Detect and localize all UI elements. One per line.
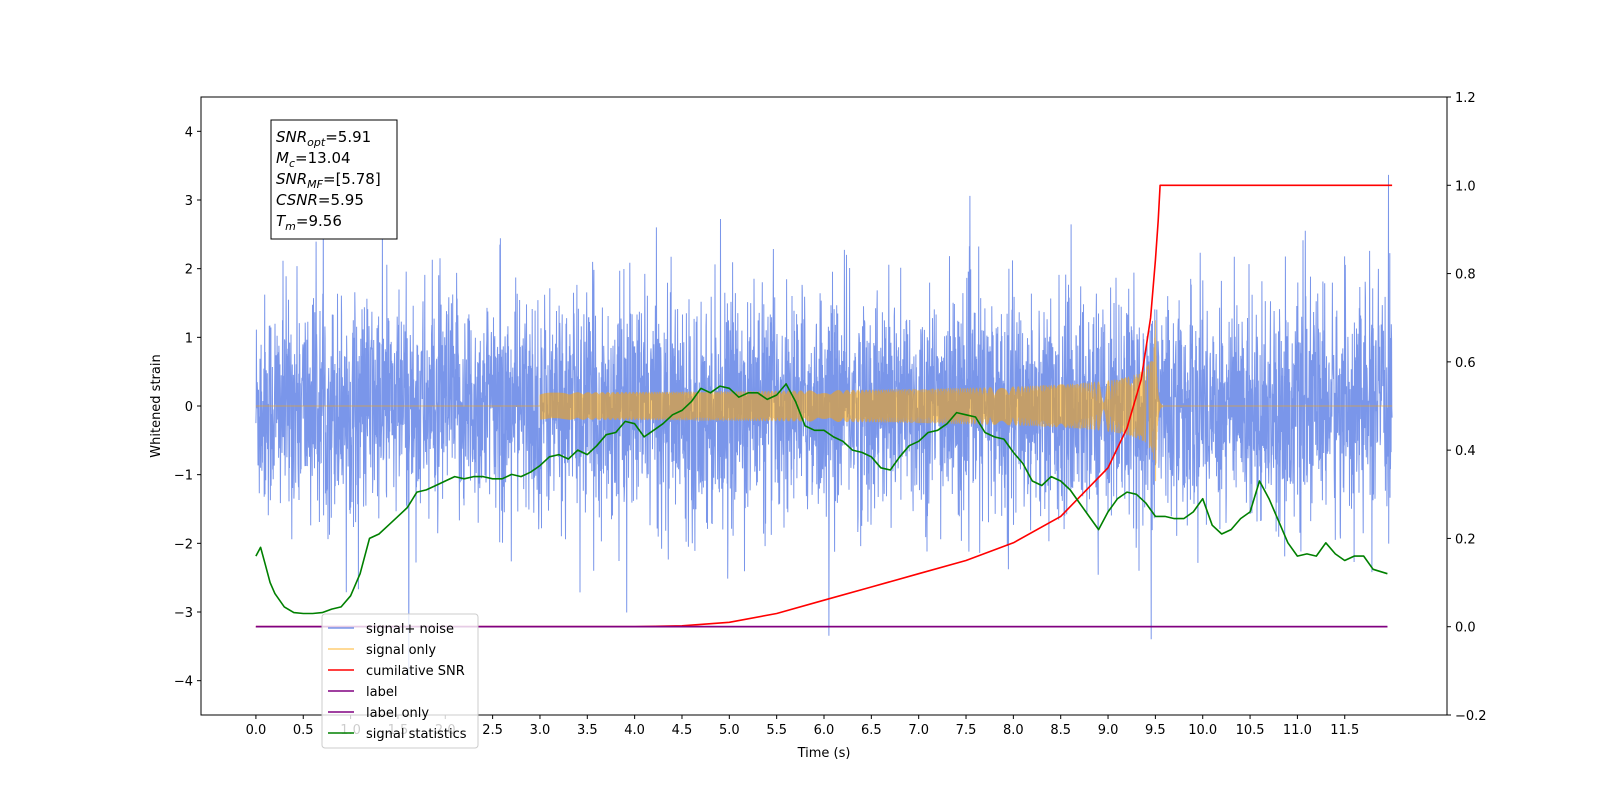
y-tick-label: −1 <box>174 469 193 484</box>
x-tick-label: 4.0 <box>624 723 645 738</box>
y2-tick-label: 1.2 <box>1455 91 1476 106</box>
x-tick-label: 0.5 <box>293 723 314 738</box>
legend: signal+ noise signal only cumilative SNR la… <box>321 613 479 749</box>
x-tick-label: 11.5 <box>1330 723 1359 738</box>
legend-entry-label: signal+ noise <box>366 622 454 637</box>
stats-variable: SNR <box>276 170 307 188</box>
y2-tick-label: −0.2 <box>1455 709 1487 724</box>
x-tick-label: 4.5 <box>672 723 693 738</box>
series-line-signal-noise <box>255 174 1393 681</box>
y-tick-label: 0 <box>185 400 193 415</box>
y-tick-label: −4 <box>174 675 193 690</box>
y-tick-label: 2 <box>185 263 193 278</box>
y-tick-label: −2 <box>174 537 193 552</box>
stats-variable: M <box>276 149 289 167</box>
y-tick-label: 4 <box>185 125 193 140</box>
stats-box-frame <box>270 119 398 240</box>
legend-entry-label: cumilative SNR <box>366 664 465 679</box>
x-tick-label: 10.0 <box>1188 723 1217 738</box>
stats-variable: SNR <box>276 128 307 146</box>
x-tick-label: 3.0 <box>530 723 551 738</box>
stats-subscript: c <box>289 157 295 170</box>
x-tick-label: 11.0 <box>1283 723 1312 738</box>
series-line-cumilative-snr <box>255 184 1393 628</box>
legend-entry-label: signal only <box>366 643 436 658</box>
stats-value: =9.56 <box>296 212 342 230</box>
stats-box: SNRopt=5.91Mc=13.04SNRMF=[5.78]CSNR=5.95… <box>270 119 398 240</box>
x-tick-label: 7.0 <box>908 723 929 738</box>
y2-tick-label: 0.0 <box>1455 621 1476 636</box>
series-line-signal-statistics <box>255 383 1388 615</box>
x-tick-label: 7.5 <box>956 723 977 738</box>
x-tick-label: 3.5 <box>577 723 598 738</box>
y2-tick-label: 0.8 <box>1455 268 1476 283</box>
y-axis-label: Whitened strain <box>149 354 164 457</box>
x-tick-label: 8.0 <box>1003 723 1024 738</box>
legend-frame <box>321 613 479 749</box>
x-tick-label: 6.5 <box>861 723 882 738</box>
y-tick-label: 3 <box>185 194 193 209</box>
stats-subscript: opt <box>307 136 326 149</box>
x-tick-label: 9.5 <box>1145 723 1166 738</box>
x-tick-label: 8.5 <box>1050 723 1071 738</box>
y-axis-left: −4 −3 −2 −1 0 1 2 3 4 <box>174 125 201 690</box>
stats-value: =13.04 <box>295 149 351 167</box>
y2-tick-label: 0.4 <box>1455 444 1476 459</box>
stats-value: =5.95 <box>318 191 364 209</box>
x-tick-label: 5.0 <box>719 723 740 738</box>
legend-entry-label: label only <box>366 706 429 721</box>
x-tick-label: 6.0 <box>814 723 835 738</box>
x-tick-label: 5.5 <box>766 723 787 738</box>
stats-line: CSNR=5.95 <box>276 191 364 209</box>
x-tick-label: 2.5 <box>482 723 503 738</box>
stats-value: =5.91 <box>325 128 371 146</box>
y2-tick-label: 0.2 <box>1455 532 1476 547</box>
legend-entry-label: signal statistics <box>366 727 467 742</box>
stats-line: SNRMF=[5.78] <box>276 170 381 191</box>
y2-tick-label: 0.6 <box>1455 356 1476 371</box>
stats-value: =[5.78] <box>323 170 381 188</box>
stats-subscript: MF <box>307 178 323 191</box>
stats-variable: T <box>276 212 287 230</box>
x-tick-label: 0.0 <box>246 723 267 738</box>
stats-line: Tm=9.56 <box>276 212 342 233</box>
series-line-signal-only <box>255 320 1393 482</box>
legend-entry-label: label <box>366 685 397 700</box>
y2-tick-label: 1.0 <box>1455 179 1476 194</box>
x-axis-label: Time (s) <box>797 746 851 761</box>
x-tick-label: 10.5 <box>1236 723 1265 738</box>
stats-subscript: m <box>285 220 296 233</box>
stats-line: Mc=13.04 <box>276 149 351 170</box>
y-tick-label: −3 <box>174 606 193 621</box>
stats-line: SNRopt=5.91 <box>276 128 371 149</box>
y-axis-right: −0.2 0.0 0.2 0.4 0.6 0.8 1.0 1.2 <box>1447 91 1487 724</box>
x-tick-label: 9.0 <box>1098 723 1119 738</box>
stats-variable: CSNR <box>276 191 318 209</box>
y-tick-label: 1 <box>185 331 193 346</box>
